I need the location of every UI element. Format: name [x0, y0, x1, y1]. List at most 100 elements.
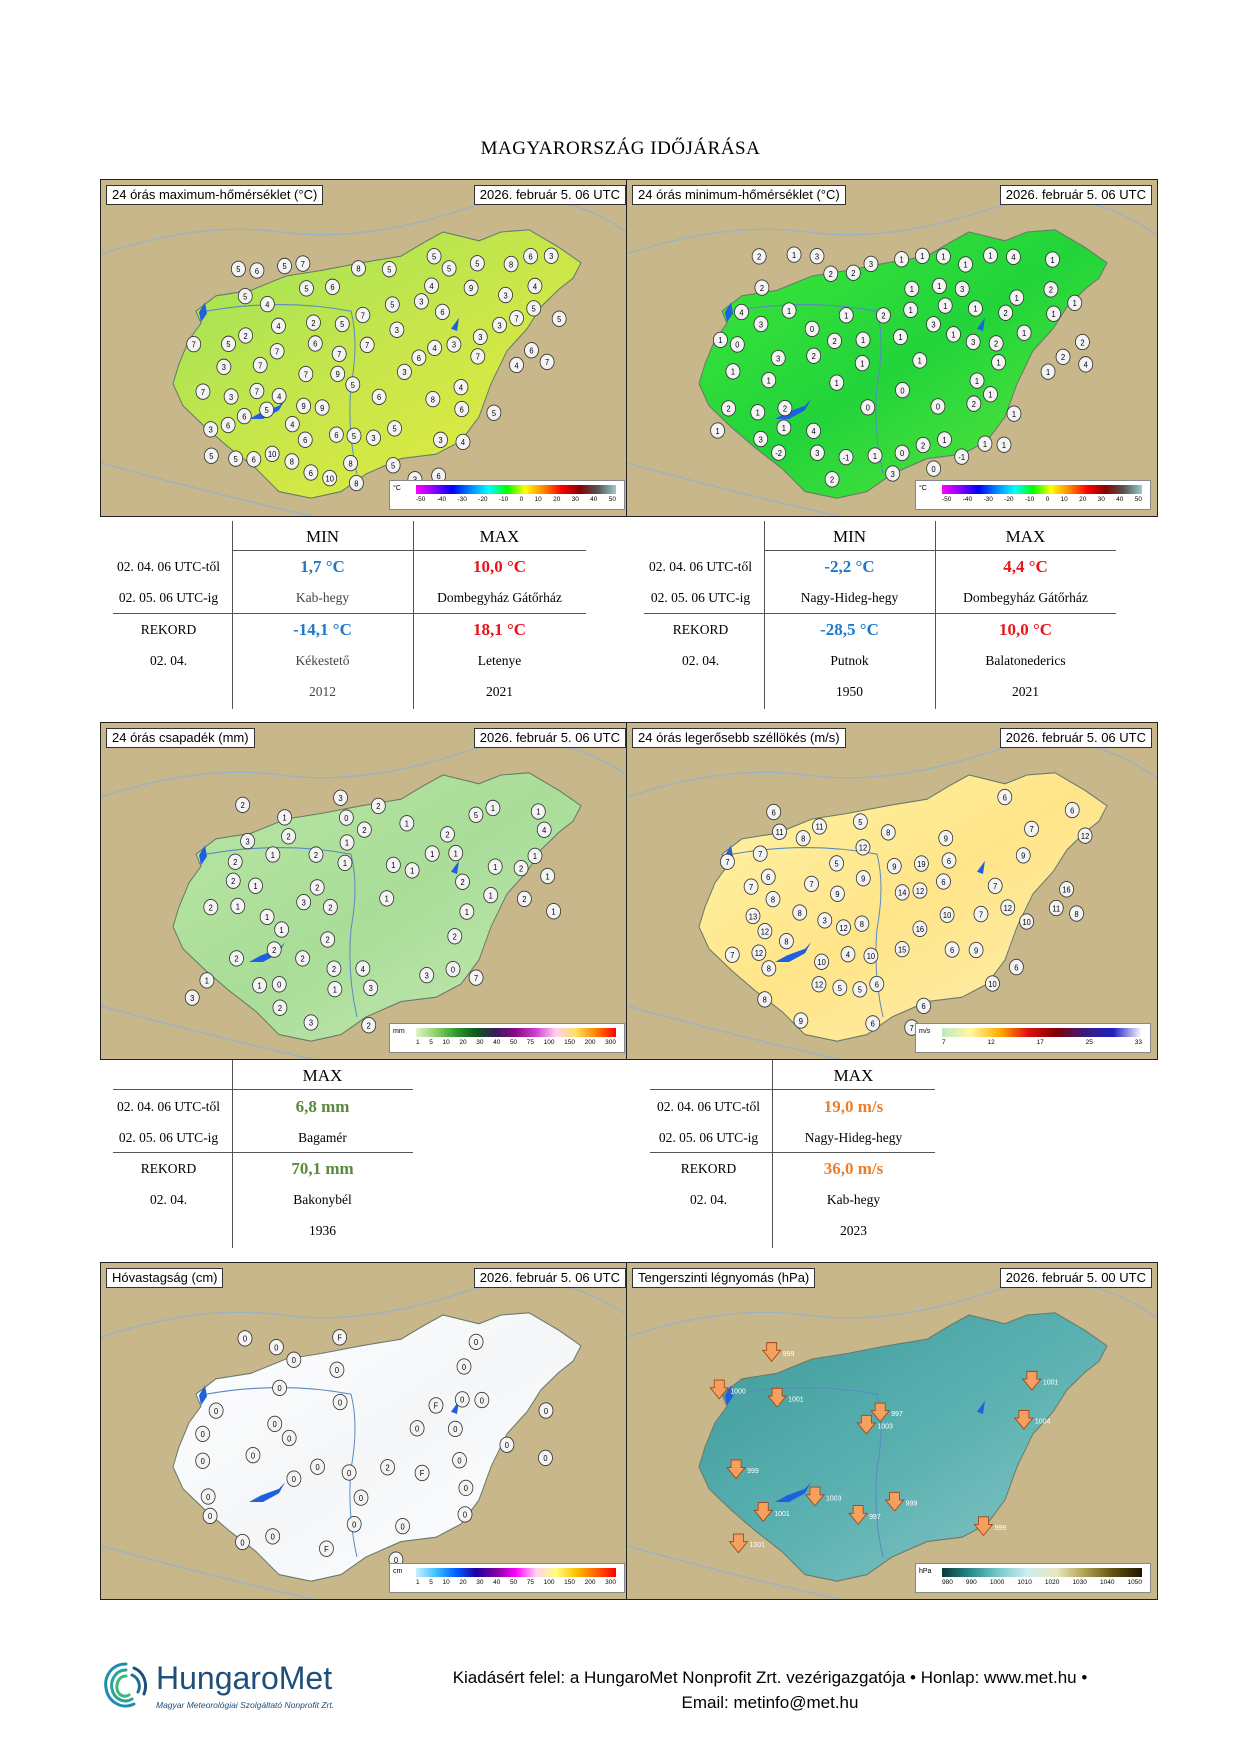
- station-marker: 4: [453, 378, 469, 396]
- station-value: 0: [240, 1538, 245, 1547]
- station-value: 6: [242, 412, 247, 421]
- station-value: 8: [763, 995, 768, 1004]
- station-circle: [303, 464, 319, 481]
- map-date: 2026. február 5. 00 UTC: [999, 1268, 1152, 1288]
- station-marker: 1: [337, 854, 353, 872]
- station-circle: [404, 862, 420, 879]
- station-circle: [997, 788, 1013, 806]
- station-value: 5: [557, 315, 562, 324]
- legend-tick-label: 50: [608, 496, 616, 503]
- station-value: 1: [920, 252, 924, 261]
- station-value: 2: [209, 903, 213, 912]
- station-circle: [752, 845, 768, 862]
- station-marker: 2: [824, 471, 840, 488]
- station-circle: [757, 923, 773, 940]
- station-circle: [779, 933, 794, 950]
- wind-gust-map: 5 5 9 6 6 4 3 11 5 7 8 12 10 8 6 19 16 6 11 16 12 7 6 8 14 10 8 9 8 8…: [626, 722, 1158, 1060]
- station-circle: [455, 433, 471, 450]
- station-marker: 0: [195, 1425, 211, 1442]
- station-marker: 1: [996, 436, 1012, 453]
- legend-unit: mm: [393, 1028, 405, 1035]
- station-value: 4: [1084, 360, 1089, 369]
- station-marker: 1: [855, 331, 871, 348]
- station-circle: [886, 858, 902, 875]
- station-circle: [259, 908, 275, 926]
- station-value: 6: [871, 1019, 876, 1028]
- map-date: 2026. február 5. 06 UTC: [999, 185, 1152, 205]
- station-circle: [195, 1425, 211, 1442]
- station-circle: [370, 797, 386, 815]
- station-circle: [259, 401, 275, 418]
- station-circle: [811, 976, 827, 993]
- station-value: 999: [906, 1498, 918, 1507]
- legend-tick-label: 20: [1079, 496, 1087, 503]
- station-value: 1: [343, 859, 347, 868]
- station-value: 0: [463, 1510, 468, 1519]
- station-value: 5: [432, 252, 437, 261]
- station-value: 12: [755, 949, 763, 958]
- station-circle: [806, 422, 822, 440]
- station-circle: [793, 1012, 809, 1029]
- station-value: 2: [881, 311, 885, 320]
- station-value: 3: [438, 436, 443, 445]
- station-marker: 1: [983, 247, 998, 264]
- station-circle: [509, 310, 524, 327]
- station-circle: [296, 893, 312, 911]
- station-value: 1: [465, 908, 469, 917]
- station-value: 6: [941, 877, 946, 886]
- station-marker: 4: [427, 339, 443, 356]
- station-value: -2: [775, 449, 782, 458]
- station-circle: [424, 845, 440, 862]
- legend-tick-label: 1040: [1099, 1579, 1115, 1586]
- station-value: 3: [869, 260, 874, 269]
- station-value: 12: [859, 843, 867, 852]
- station-marker: 5: [259, 401, 275, 418]
- station-circle: [334, 315, 350, 333]
- map-canvas: 999 999 1001 1004 1003 1001 1003 1001 999 999 997 9…: [627, 1263, 1157, 1599]
- station-value: 9: [799, 1016, 803, 1025]
- station-circle: [1009, 289, 1025, 306]
- station-circle: [307, 335, 323, 352]
- station-circle: [333, 789, 348, 806]
- station-circle: [991, 354, 1006, 371]
- legend-tick-label: 30: [571, 496, 579, 503]
- station-marker: 7: [249, 382, 265, 400]
- station-circle: [855, 839, 871, 856]
- station-circle: [1006, 248, 1021, 265]
- station-value: 5: [352, 432, 357, 441]
- station-circle: [804, 320, 820, 338]
- station-value: 8: [354, 479, 359, 488]
- station-marker: 2: [238, 327, 254, 344]
- station-value: 3: [338, 794, 343, 803]
- station-marker: 2: [225, 872, 241, 889]
- record-max-year: 2023: [840, 1223, 867, 1238]
- station-marker: 5: [384, 296, 400, 313]
- station-marker: 0: [267, 1415, 283, 1432]
- station-marker: 3: [770, 349, 786, 367]
- station-value: 2: [311, 319, 315, 328]
- station-circle: [325, 278, 340, 295]
- station-marker: 6: [523, 248, 539, 265]
- station-marker: 8: [503, 255, 519, 273]
- station-value: 9: [835, 890, 839, 899]
- station-value: 2: [832, 337, 836, 346]
- station-marker: 6: [1008, 958, 1024, 976]
- station-value: 6: [377, 393, 382, 402]
- page-title: MAGYARORSZÁG IDŐJÁRÁSA: [480, 138, 761, 159]
- wind-arrow-icon: [1014, 1409, 1034, 1430]
- station-marker: 1: [339, 834, 355, 851]
- station-circle: [474, 1391, 490, 1409]
- station-circle: [750, 404, 766, 421]
- legend-ticks: 980 990 1000 1010 1020 1030 1040 1050: [942, 1579, 1142, 1589]
- station-value: 1: [345, 838, 349, 847]
- station-marker: 0: [346, 1516, 362, 1533]
- station-marker: 1001: [767, 1387, 804, 1408]
- station-marker: 3: [419, 967, 435, 984]
- max-value: 19,0 m/s: [823, 1097, 884, 1116]
- legend-tick-label: 30: [476, 1579, 484, 1586]
- record-max-station: Letenye: [477, 653, 522, 668]
- station-marker: 8: [425, 391, 441, 408]
- station-marker: 0: [895, 382, 910, 399]
- station-circle: [546, 903, 562, 920]
